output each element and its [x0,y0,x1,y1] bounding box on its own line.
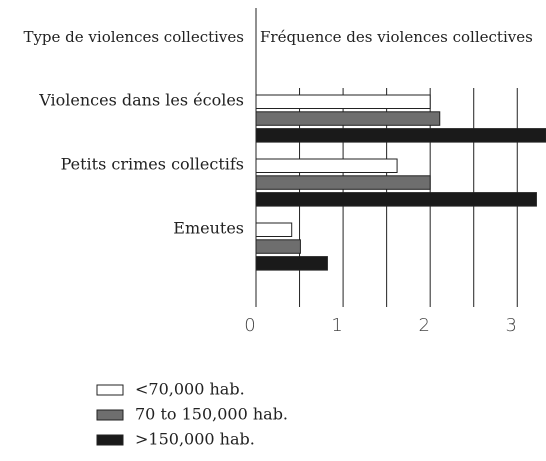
bar [255,175,431,190]
value-axis-label: Fréquence des violences collectives [260,28,533,46]
legend-swatch [96,384,124,396]
x-tick-label: 1 [331,315,342,336]
legend-label: <70,000 hab. [135,380,245,399]
category-label: Emeutes [173,219,244,238]
bar [255,111,441,126]
category-axis-label: Type de violences collectives [23,28,244,46]
legend-swatch [96,434,124,446]
bar [255,128,546,143]
bar [255,239,301,254]
legend-label: >150,000 hab. [135,430,255,449]
x-tick-label: 2 [418,315,429,336]
category-label: Petits crimes collectifs [61,155,244,174]
bar [255,222,293,237]
category-label: Violences dans les écoles [38,91,244,110]
legend-swatch [96,409,124,421]
bar [255,158,398,173]
x-tick-label: 3 [506,315,517,336]
bar [255,94,431,109]
bar [255,192,537,207]
bar [255,256,328,271]
legend-label: 70 to 150,000 hab. [135,405,288,424]
x-tick-label: 0 [244,315,255,336]
